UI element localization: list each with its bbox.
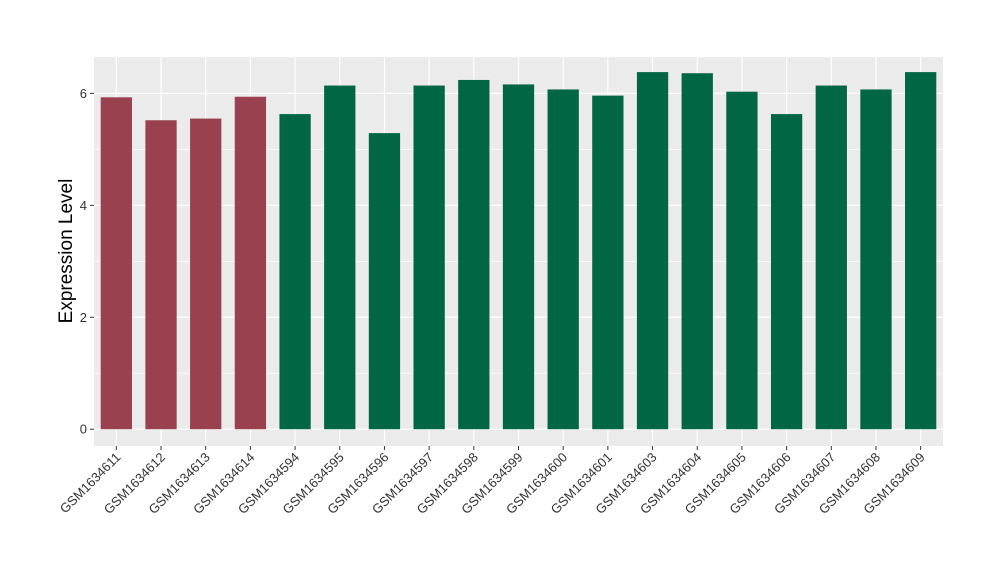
bars bbox=[100, 72, 937, 430]
y-tick-label: 0 bbox=[80, 422, 87, 437]
bar-GSM1634595 bbox=[324, 85, 356, 430]
bar-GSM1634612 bbox=[145, 120, 177, 430]
y-tick-label: 4 bbox=[80, 198, 87, 213]
bar-GSM1634598 bbox=[458, 79, 490, 430]
bar-GSM1634613 bbox=[190, 118, 222, 430]
y-tick-label: 2 bbox=[80, 310, 87, 325]
x-axis-ticks: GSM1634611GSM1634612GSM1634613GSM1634614… bbox=[57, 446, 928, 517]
bar-GSM1634607 bbox=[815, 85, 847, 430]
y-axis-title: Expression Level bbox=[56, 179, 77, 324]
y-axis-ticks: 0 2 4 6 bbox=[80, 86, 94, 437]
bar-GSM1634604 bbox=[681, 73, 713, 430]
bar-GSM1634597 bbox=[413, 85, 445, 430]
bar-GSM1634606 bbox=[770, 114, 803, 430]
bar-GSM1634614 bbox=[234, 96, 267, 430]
bar-GSM1634608 bbox=[860, 89, 892, 430]
bar-GSM1634605 bbox=[726, 91, 758, 430]
bar-GSM1634601 bbox=[592, 95, 624, 430]
y-tick-label: 6 bbox=[80, 86, 87, 101]
bar-GSM1634596 bbox=[368, 133, 401, 430]
bar-GSM1634603 bbox=[636, 72, 669, 430]
bar-GSM1634600 bbox=[547, 89, 579, 430]
bar-GSM1634594 bbox=[279, 114, 311, 430]
bar-GSM1634609 bbox=[905, 72, 937, 430]
bar-GSM1634611 bbox=[100, 97, 132, 430]
bar-GSM1634599 bbox=[502, 84, 535, 430]
